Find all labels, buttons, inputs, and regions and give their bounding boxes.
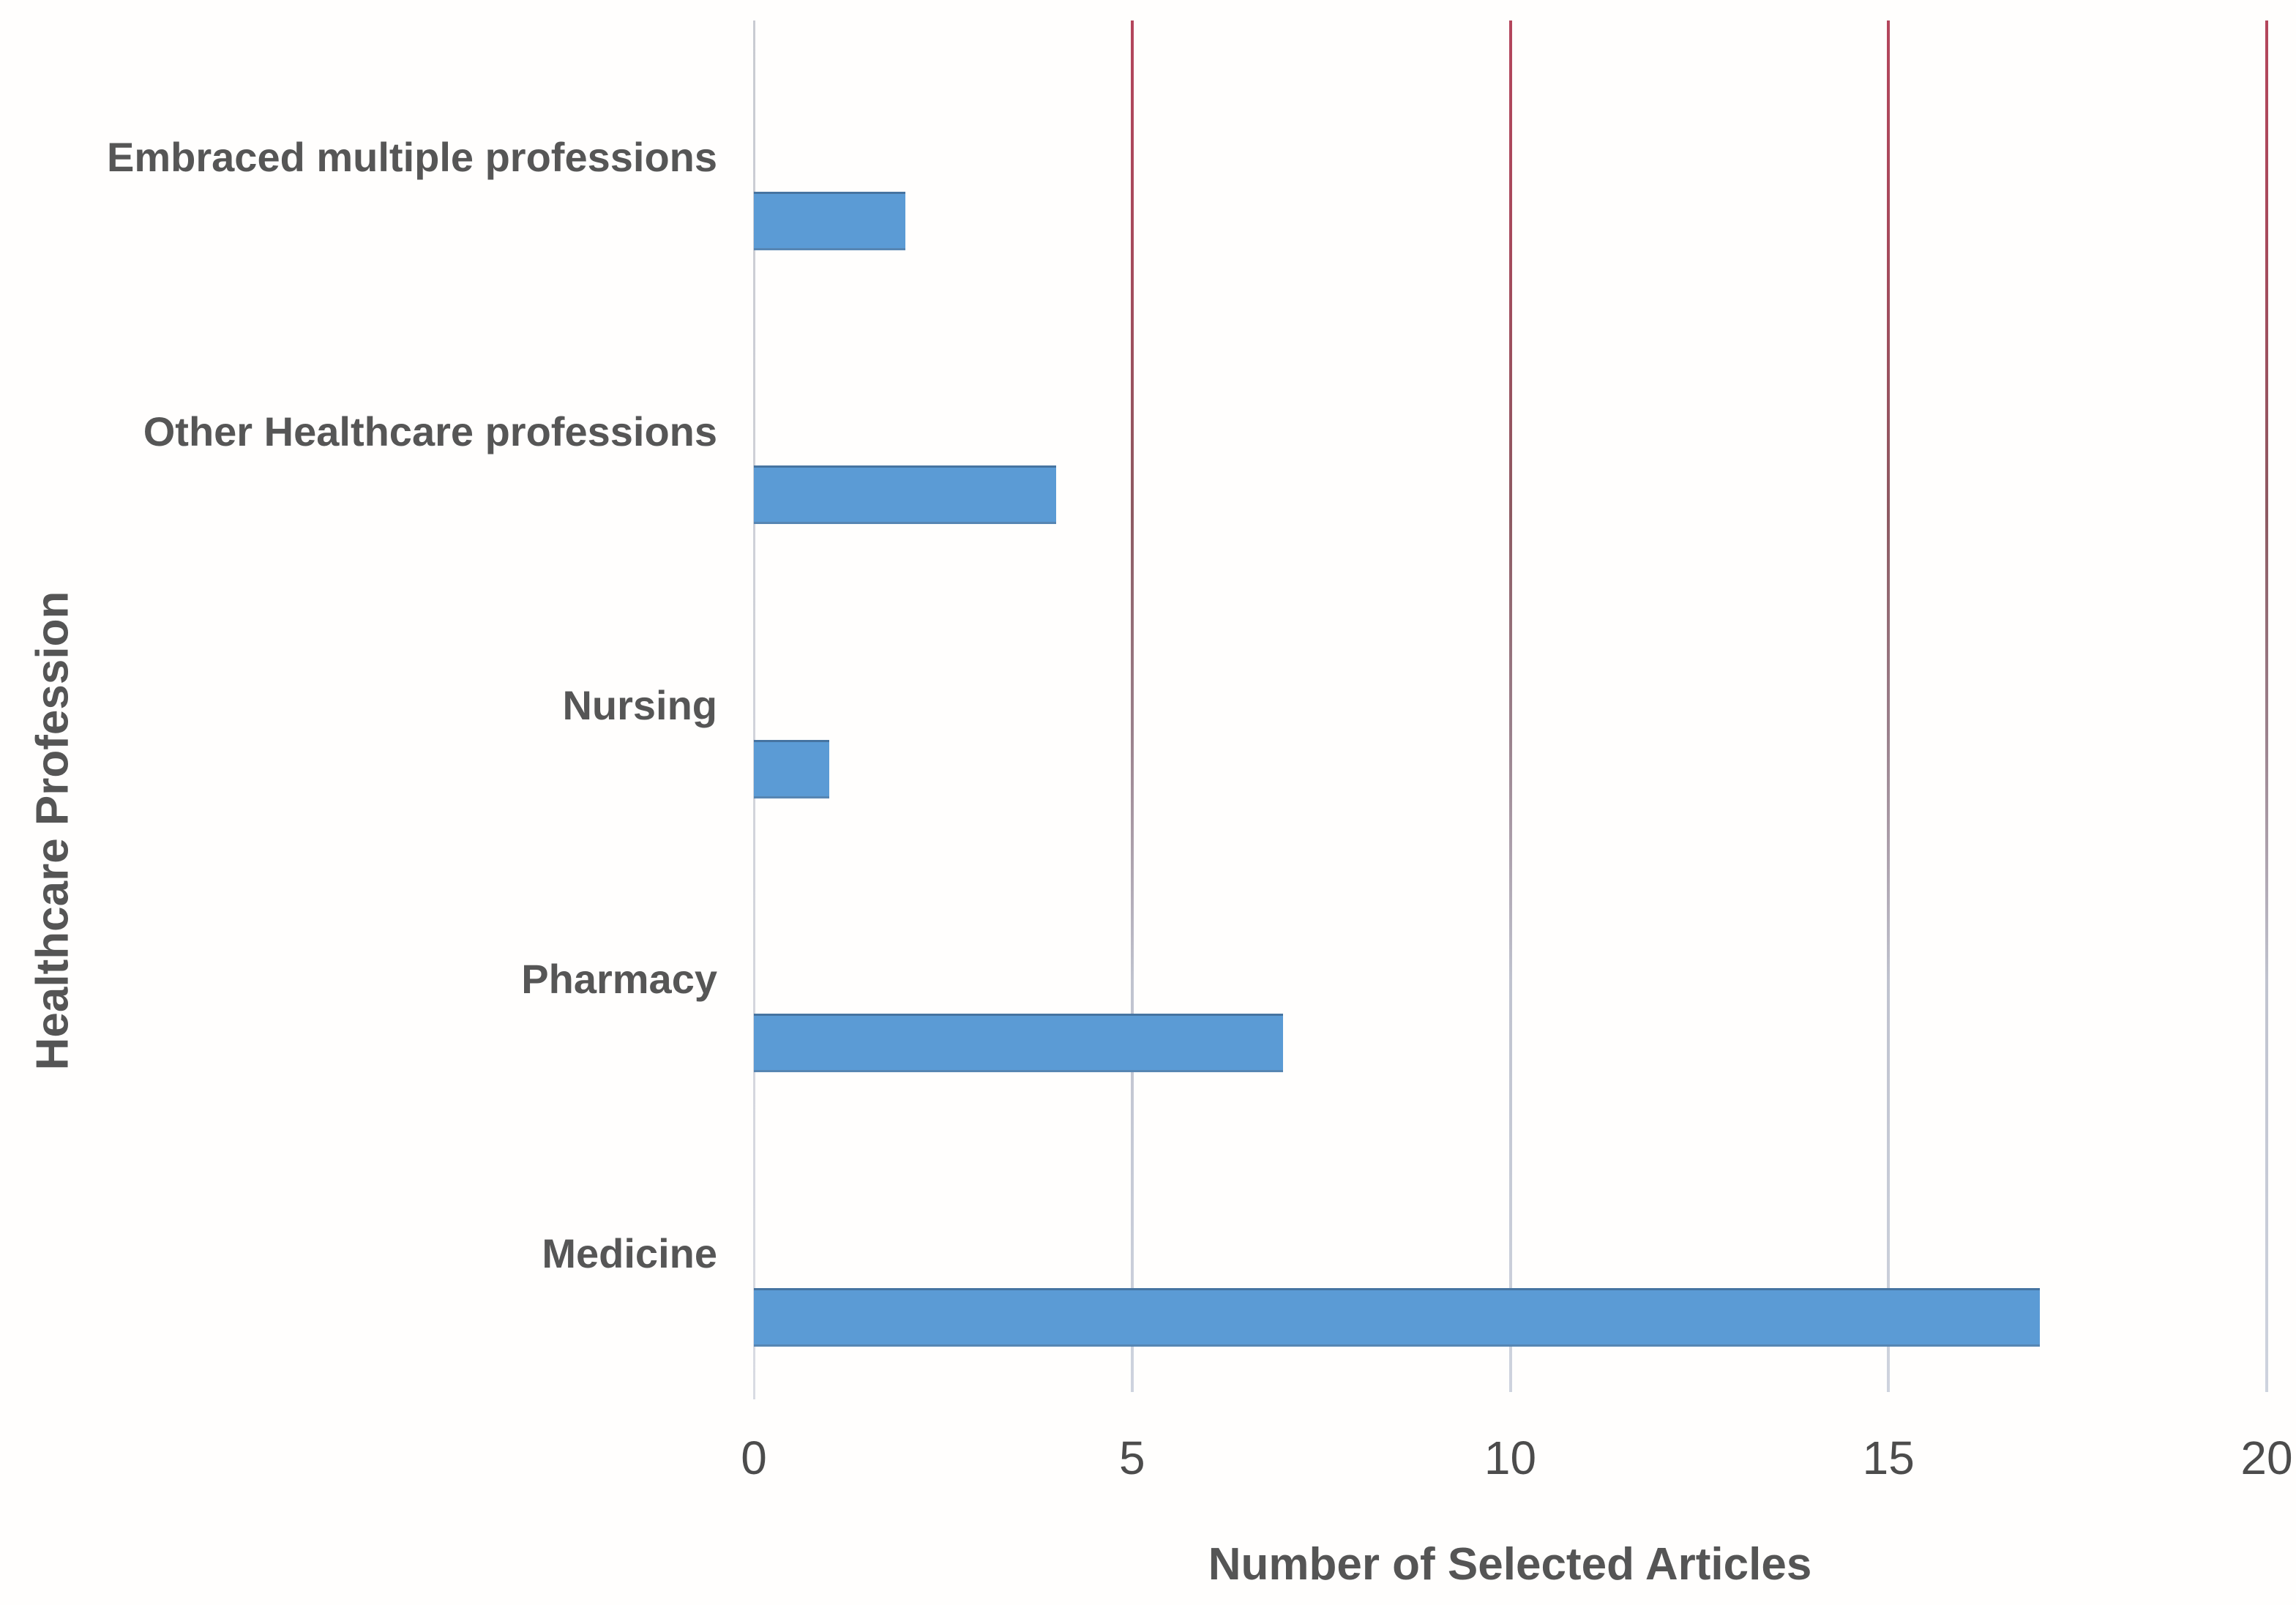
x-tick-label-5: 5: [1118, 1432, 1145, 1484]
category-label: Embraced multiple professions: [107, 134, 717, 181]
x-tick-label-15: 15: [1862, 1432, 1915, 1484]
bar-pharmacy: [754, 1014, 1284, 1073]
gridline-x-20: [2265, 20, 2268, 1392]
x-tick-label-10: 10: [1484, 1432, 1537, 1484]
category-label: Nursing: [562, 682, 717, 728]
x-tick-label-20: 20: [2240, 1432, 2293, 1484]
bar-embraced-multiple-professions: [754, 192, 905, 250]
gridline-x-10: [1508, 20, 1512, 1392]
x-tick-label-0: 0: [741, 1432, 767, 1484]
x-axis-zero-line: [753, 20, 755, 1399]
bar-nursing: [754, 739, 830, 798]
y-axis-title-text: Healthcare Profession: [27, 591, 78, 1071]
category-label: Medicine: [542, 1230, 717, 1276]
x-axis-title: Number of Selected Articles: [1208, 1539, 1812, 1590]
gridline-x-5: [1130, 20, 1134, 1392]
bar-other-healthcare-professions: [754, 465, 1057, 525]
gridline-x-15: [1887, 20, 1891, 1392]
category-label: Pharmacy: [521, 956, 717, 1003]
bar-medicine: [754, 1287, 2040, 1347]
category-label: Other Healthcare professions: [143, 408, 717, 454]
